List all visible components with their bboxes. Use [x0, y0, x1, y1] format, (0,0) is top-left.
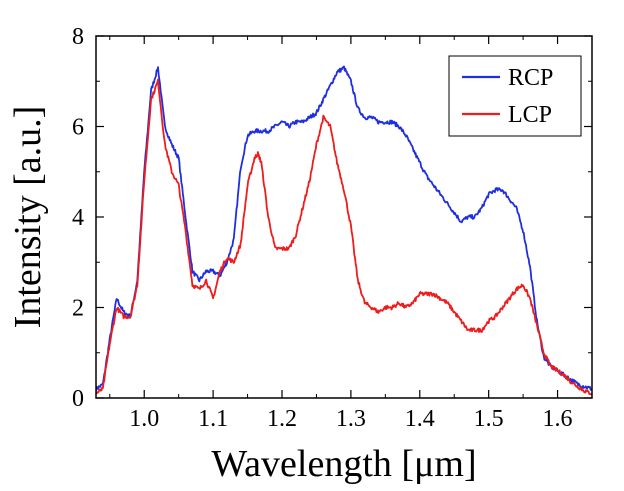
x-tick-label: 1.2 — [267, 406, 297, 432]
x-tick-label: 1.6 — [543, 406, 573, 432]
legend-label-rcp: RCP — [508, 65, 553, 91]
plot-area — [96, 65, 592, 396]
y-tick-label: 4 — [72, 205, 84, 231]
x-tick-label: 1.4 — [405, 406, 435, 432]
legend-box — [448, 55, 582, 137]
y-tick-label: 2 — [72, 296, 84, 322]
y-tick-label: 0 — [72, 386, 84, 412]
x-axis-title: Wavelength [μm] — [211, 443, 476, 485]
x-tick-label: 1.0 — [129, 406, 159, 432]
x-tick-label: 1.1 — [198, 406, 228, 432]
series-line-rcp — [96, 65, 592, 392]
series-line-lcp — [96, 78, 592, 396]
x-tick-label: 1.5 — [474, 406, 504, 432]
y-tick-label: 8 — [72, 24, 84, 50]
y-axis-title: Intensity [a.u.] — [7, 106, 49, 329]
y-tick-label: 6 — [72, 115, 84, 141]
legend-label-lcp: LCP — [508, 102, 552, 128]
legend: RCP LCP — [448, 55, 582, 137]
x-tick-label: 1.3 — [336, 406, 366, 432]
axes: 1.0 1.1 1.2 1.3 1.4 1.5 1.6 0 2 4 6 8 — [72, 24, 593, 432]
